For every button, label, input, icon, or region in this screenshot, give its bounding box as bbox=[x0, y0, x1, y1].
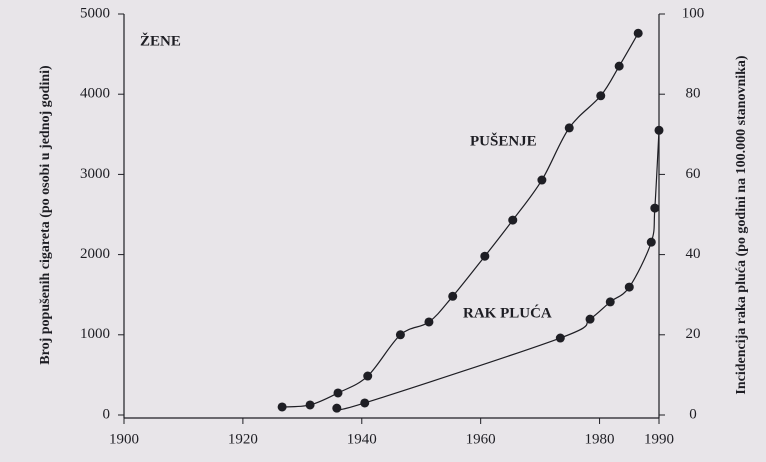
y2-axis-title: Incidencija raka pluća (po godini na 100… bbox=[734, 55, 749, 395]
data-point bbox=[596, 91, 606, 101]
x-tick-label: 1980 bbox=[585, 431, 615, 447]
data-point bbox=[585, 314, 595, 324]
data-point bbox=[333, 388, 343, 398]
data-point bbox=[624, 282, 634, 292]
data-point bbox=[424, 317, 434, 327]
data-point bbox=[650, 203, 660, 213]
data-point bbox=[508, 215, 518, 225]
data-point bbox=[395, 330, 405, 340]
y-tick-label: 4000 bbox=[80, 86, 110, 102]
data-point bbox=[605, 297, 615, 307]
data-point bbox=[654, 125, 664, 135]
x-tick-label: 1940 bbox=[347, 431, 377, 447]
annotation: PUŠENJE bbox=[470, 132, 537, 149]
x-tick-label: 1990 bbox=[644, 431, 674, 447]
y2-tick-label: 0 bbox=[689, 406, 697, 422]
y-axis-title: Broj popušenih cigareta (po osobi u jedn… bbox=[38, 65, 53, 365]
trend-line bbox=[336, 130, 660, 411]
y-tick-label: 0 bbox=[103, 406, 111, 422]
y2-tick-label: 20 bbox=[686, 326, 701, 342]
y2-tick-label: 100 bbox=[682, 5, 705, 21]
y2-tick-label: 40 bbox=[686, 246, 701, 262]
data-point bbox=[480, 251, 490, 261]
data-point bbox=[305, 400, 315, 410]
y2-tick-label: 80 bbox=[686, 86, 701, 102]
data-point bbox=[277, 402, 287, 412]
data-point bbox=[360, 398, 370, 408]
y-tick-label: 5000 bbox=[80, 5, 110, 21]
data-point bbox=[646, 237, 656, 247]
data-point bbox=[614, 61, 624, 71]
data-point bbox=[332, 403, 342, 413]
y-tick-label: 2000 bbox=[80, 246, 110, 262]
y-tick-label: 1000 bbox=[80, 326, 110, 342]
x-tick-label: 1920 bbox=[228, 431, 258, 447]
data-point bbox=[564, 123, 574, 133]
annotation: RAK PLUĆA bbox=[463, 304, 552, 321]
data-point bbox=[448, 291, 458, 301]
y-tick-label: 3000 bbox=[80, 166, 110, 182]
data-point bbox=[537, 175, 547, 185]
y2-tick-label: 60 bbox=[686, 166, 701, 182]
annotation: ŽENE bbox=[140, 32, 181, 49]
x-tick-label: 1900 bbox=[109, 431, 139, 447]
data-point bbox=[633, 28, 643, 38]
data-point bbox=[363, 371, 373, 381]
data-point bbox=[555, 333, 565, 343]
x-tick-label: 1960 bbox=[466, 431, 496, 447]
